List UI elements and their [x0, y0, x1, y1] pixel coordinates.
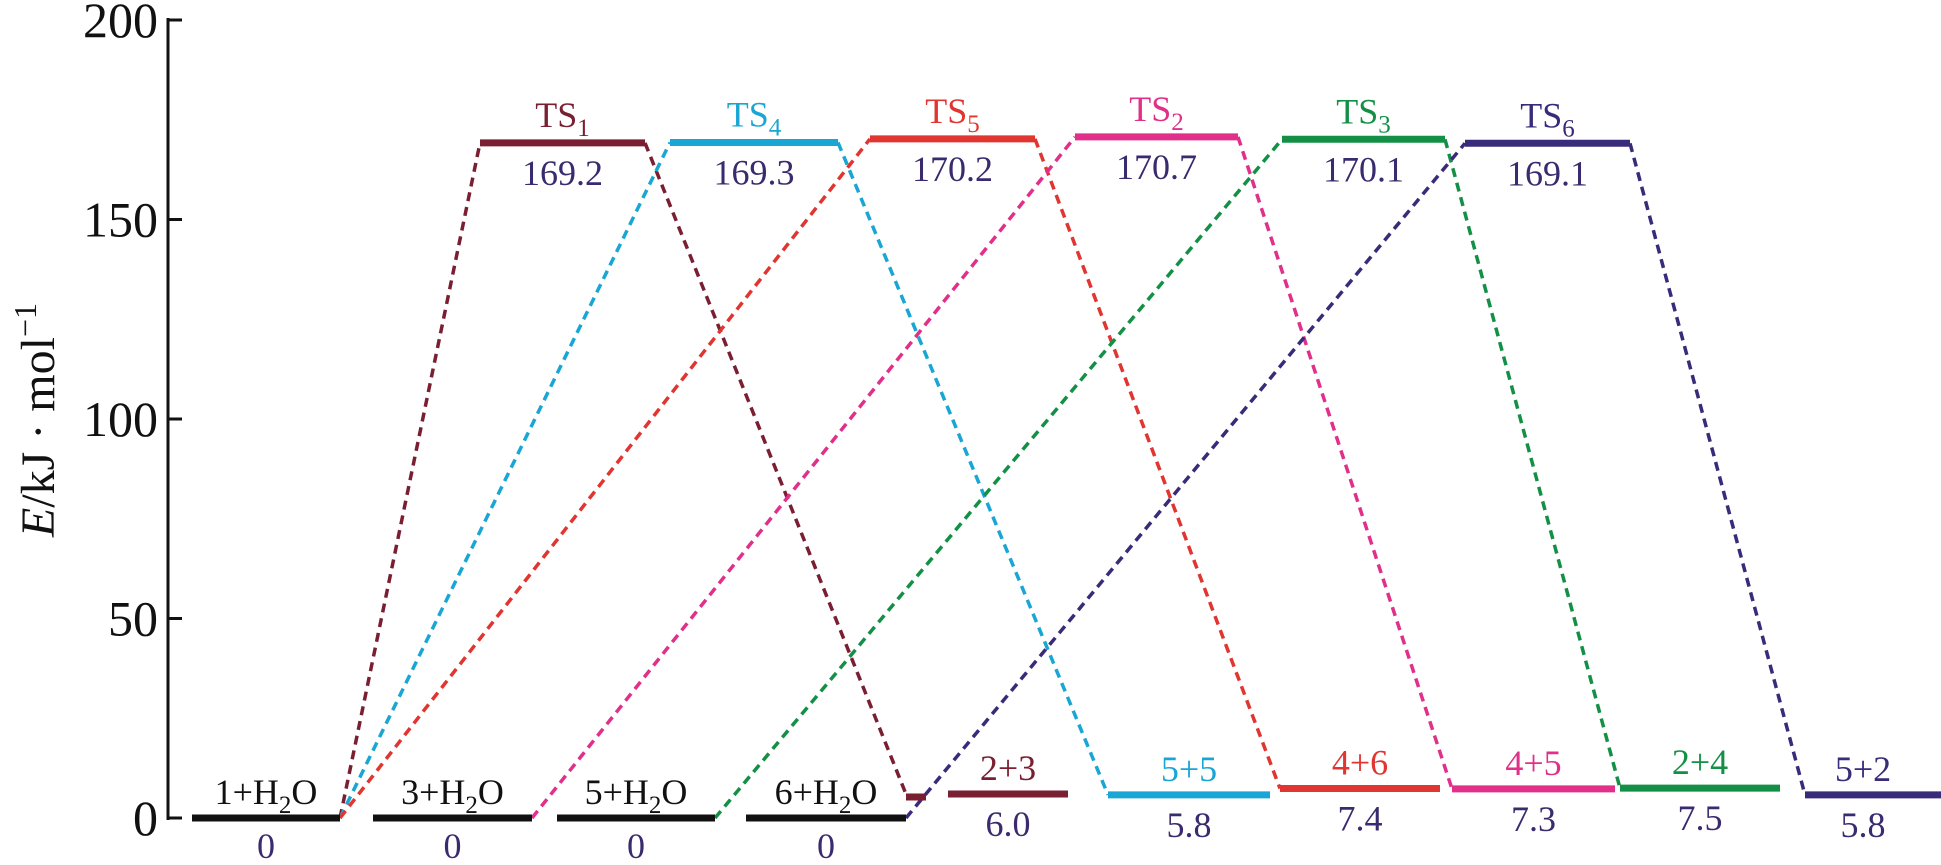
pathway-TS3-rise	[713, 138, 1284, 820]
pathway-TS4-fall	[836, 141, 1110, 796]
pathway-TS1-rise	[338, 142, 482, 819]
y-tick-label: 0	[133, 790, 158, 846]
reactant-value: 0	[627, 826, 645, 865]
product-value: 7.4	[1338, 798, 1383, 838]
reactant-label: 3+H2O	[401, 772, 504, 819]
ts-label: TS6	[1520, 95, 1575, 142]
ts-value: 170.2	[912, 149, 993, 189]
ts-value: 169.1	[1507, 153, 1588, 193]
product-value: 5.8	[1167, 805, 1212, 845]
level-labels: 1+H2O 0 3+H2O 0 5+H2O 0 6+H2O 0 TS1 169.2 TS4 169.3…	[215, 89, 1892, 865]
product-value: 5.8	[1841, 805, 1886, 845]
pathway-TS6-rise	[904, 142, 1467, 820]
pathway-TS1-fall	[643, 142, 908, 795]
y-tick-label: 200	[83, 0, 158, 48]
reactant-label: 1+H2O	[215, 772, 318, 819]
ts-value: 169.3	[714, 152, 795, 192]
y-tick-label: 50	[108, 591, 158, 647]
pathway-lines	[338, 135, 1807, 820]
product-value: 7.5	[1678, 798, 1723, 838]
y-axis-label: E/kJ · mol−1	[7, 303, 65, 538]
ts-value: 169.2	[522, 153, 603, 193]
energy-levels	[192, 133, 1941, 822]
reactant-value: 0	[257, 826, 275, 865]
reactant-label: 5+H2O	[585, 772, 688, 819]
y-tick-label: 150	[83, 192, 158, 248]
pathway-TS6-fall	[1628, 142, 1807, 796]
product-label: 2+3	[980, 748, 1036, 788]
product-label: 4+5	[1505, 743, 1561, 783]
pathway-TS5-fall	[1033, 138, 1282, 790]
product-value: 7.3	[1511, 799, 1556, 839]
ts-value: 170.1	[1323, 149, 1404, 189]
ts-label: TS2	[1129, 89, 1184, 136]
pathway-TS2-rise	[530, 135, 1077, 820]
pathway-TS4-rise	[338, 141, 672, 819]
y-axis: 0 50 100 150 200 E/kJ · mol−1	[7, 0, 182, 846]
reactant-value: 0	[444, 826, 462, 865]
ts-label: TS4	[727, 94, 782, 141]
product-value: 6.0	[986, 804, 1031, 844]
product-label: 5+5	[1161, 749, 1217, 789]
reactant-label: 6+H2O	[775, 772, 878, 819]
ts-label: TS1	[535, 95, 590, 142]
pathway-TS5-rise	[338, 137, 872, 820]
ts-label: TS3	[1336, 91, 1391, 138]
product-label: 2+4	[1672, 742, 1728, 782]
ts-value: 170.7	[1116, 147, 1197, 187]
reactant-value: 0	[817, 826, 835, 865]
ts-label: TS5	[925, 91, 980, 138]
pathway-TS3-fall	[1443, 138, 1622, 789]
y-tick-label: 100	[83, 391, 158, 447]
product-label: 5+2	[1835, 749, 1891, 789]
product-label: 4+6	[1332, 742, 1388, 782]
pathway-TS2-fall	[1236, 136, 1454, 790]
